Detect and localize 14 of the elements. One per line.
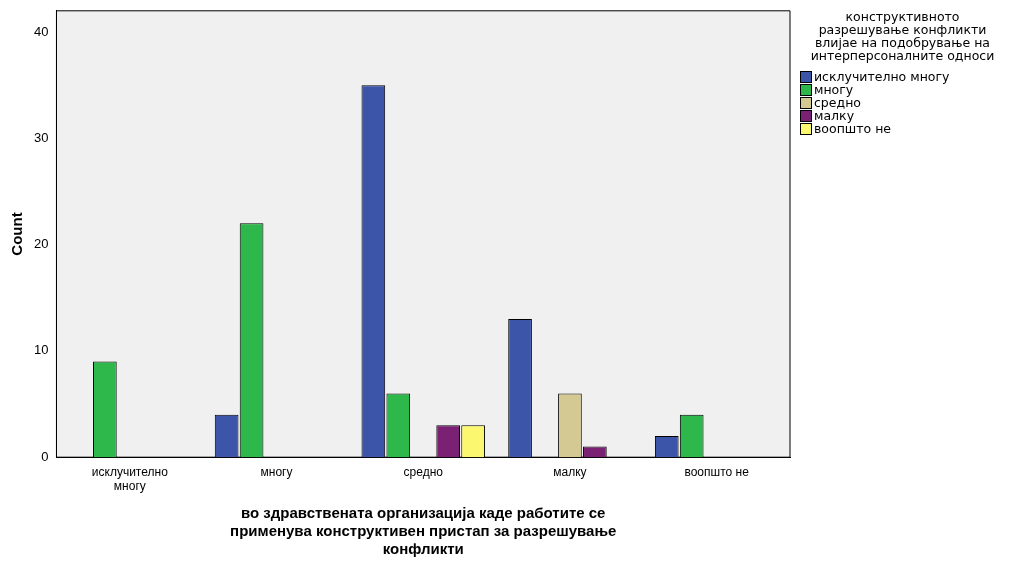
x-tick-label: малку xyxy=(553,464,587,479)
x-axis-title: во здравствената организација каде работите се применува конструктивен пристап за разрешување конфликти xyxy=(230,504,617,558)
y-tick-label: 0 xyxy=(41,448,49,464)
x-tick-label: средно xyxy=(403,464,444,479)
x-tick-label: воопшто не xyxy=(684,464,750,479)
y-tick-label: 10 xyxy=(33,342,49,358)
y-tick-label: 40 xyxy=(33,23,49,39)
x-tick-label: исклучително многу xyxy=(91,464,169,494)
x-tick-label: многу xyxy=(260,464,293,479)
legend-title: конструктивното разрешување конфликти влијае на подобрување на интерперсоналните односи xyxy=(809,9,996,63)
legend-label: исклучително многу xyxy=(814,69,950,84)
y-tick-label: 30 xyxy=(33,129,49,145)
y-axis-title: Count xyxy=(8,212,26,256)
y-tick-label: 20 xyxy=(33,236,49,252)
